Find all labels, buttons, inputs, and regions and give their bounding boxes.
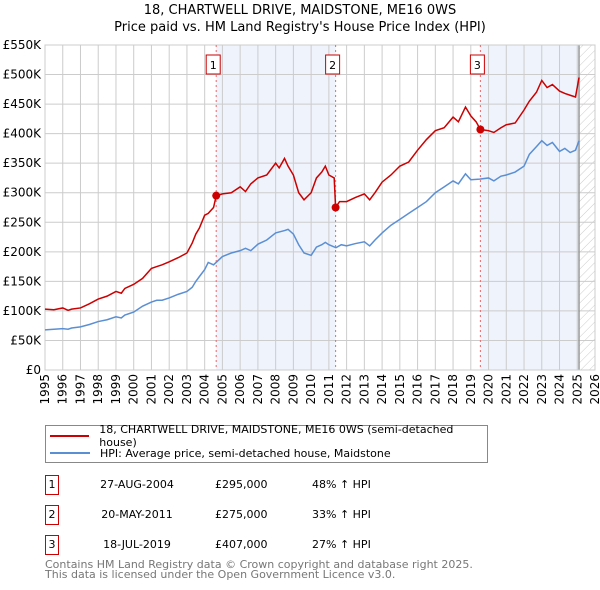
x-tick-label: 2013: [357, 374, 371, 405]
x-tick-label: 2004: [198, 374, 212, 405]
transaction-label-box: [205, 54, 221, 75]
transaction-date: 27-AUG-2004: [100, 478, 174, 491]
transaction-point: [212, 191, 221, 200]
x-tick-label: 2024: [553, 374, 567, 405]
x-tick-label: 2015: [393, 374, 407, 405]
x-tick-label: 2011: [322, 374, 336, 405]
chart-title: 18, CHARTWELL DRIVE, MAIDSTONE, ME16 0WS: [143, 3, 457, 18]
legend: 18, CHARTWELL DRIVE, MAIDSTONE, ME16 0WS…: [45, 423, 488, 463]
x-tick-label: 2018: [446, 374, 460, 405]
transaction-badge: 1: [45, 475, 59, 495]
y-tick-label: £350K: [3, 156, 43, 170]
x-tick-label: 2012: [340, 374, 354, 405]
transaction-label: 2: [329, 59, 336, 72]
legend-swatch-hpi: [50, 452, 90, 454]
transaction-row: 1 27-AUG-2004 £295,000 48% ↑ HPI: [45, 475, 545, 495]
x-tick-label: 1997: [73, 374, 87, 405]
x-tick-label: 2025: [570, 374, 584, 405]
plot-frame: [44, 44, 596, 371]
x-tick-label: 2026: [588, 374, 600, 405]
footer-line-2: This data is licensed under the Open Gov…: [45, 568, 396, 581]
transaction-date: 20-MAY-2011: [101, 508, 173, 521]
transaction-label-box: [325, 54, 341, 75]
x-tick-label: 2008: [269, 374, 283, 405]
x-tick-label: 2019: [464, 374, 478, 405]
legend-swatch-property: [50, 435, 90, 437]
transaction-hpi-diff: 27% ↑ HPI: [312, 538, 371, 551]
x-tick-label: 2014: [375, 374, 389, 405]
legend-label-hpi: HPI: Average price, semi-detached house,…: [100, 446, 391, 460]
transaction-badge: 3: [45, 535, 59, 555]
property-price-line: [44, 77, 580, 312]
y-tick-label: £200K: [3, 245, 43, 259]
shade-period-3: [480, 45, 580, 370]
x-tick-label: 2001: [144, 374, 158, 405]
x-tick-label: 2020: [482, 374, 496, 405]
y-tick-label: £300K: [3, 186, 43, 200]
transaction-badge: 2: [45, 505, 59, 525]
y-tick-label: £100K: [3, 304, 43, 318]
x-tick-label: 2006: [233, 374, 247, 405]
x-tick-label: 2023: [535, 374, 549, 405]
x-tick-label: 2005: [215, 374, 229, 405]
transaction-hpi-diff: 48% ↑ HPI: [312, 478, 371, 491]
x-tick-label: 1999: [109, 374, 123, 405]
y-tick-label: £550K: [3, 38, 43, 52]
price-chart: £0 £50K £100K £150K £200K £250K £300K £350K £400…: [3, 38, 600, 405]
transaction-label-box: [469, 54, 485, 75]
x-tick-label: 2010: [304, 374, 318, 405]
x-tick-label: 2016: [411, 374, 425, 405]
transaction-point: [476, 125, 485, 134]
transaction-point: [331, 203, 340, 212]
legend-label-property: 18, CHARTWELL DRIVE, MAIDSTONE, ME16 0WS…: [99, 423, 454, 449]
x-tick-label: 1998: [91, 374, 105, 405]
footer: Contains HM Land Registry data © Crown c…: [45, 558, 473, 581]
transaction-hpi-diff: 33% ↑ HPI: [312, 508, 371, 521]
x-tick-label: 2002: [162, 374, 176, 405]
x-tick-label: 1995: [38, 374, 52, 405]
x-tick-label: 2022: [517, 374, 531, 405]
transaction-label: 1: [210, 59, 217, 72]
x-tick-label: 2009: [286, 374, 300, 405]
x-tick-label: 2021: [499, 374, 513, 405]
y-tick-label: £0: [26, 363, 41, 377]
transaction-row: 2 20-MAY-2011 £275,000 33% ↑ HPI: [45, 505, 545, 525]
y-tick-label: £450K: [3, 97, 43, 111]
transaction-row: 3 18-JUL-2019 £407,000 27% ↑ HPI: [45, 535, 545, 555]
hpi-line: [44, 139, 580, 331]
transaction-label: 3: [474, 59, 481, 72]
x-tick-label: 1996: [56, 374, 70, 405]
forecast-hatch: [579, 45, 595, 370]
transaction-price: £275,000: [215, 508, 268, 521]
transaction-date: 18-JUL-2019: [103, 538, 171, 551]
y-tick-label: £50K: [10, 333, 42, 347]
transaction-price: £295,000: [215, 478, 268, 491]
x-tick-label: 2003: [180, 374, 194, 405]
transaction-price: £407,000: [215, 538, 268, 551]
y-tick-label: £250K: [3, 215, 43, 229]
x-tick-label: 2017: [428, 374, 442, 405]
y-tick-label: £500K: [3, 68, 43, 82]
chart-subtitle: Price paid vs. HM Land Registry's House …: [114, 20, 486, 35]
y-tick-label: £400K: [3, 127, 43, 141]
x-tick-label: 2007: [251, 374, 265, 405]
y-tick-label: £150K: [3, 274, 43, 288]
x-tick-label: 2000: [127, 374, 141, 405]
footer-line-1: Contains HM Land Registry data © Crown c…: [45, 558, 473, 571]
